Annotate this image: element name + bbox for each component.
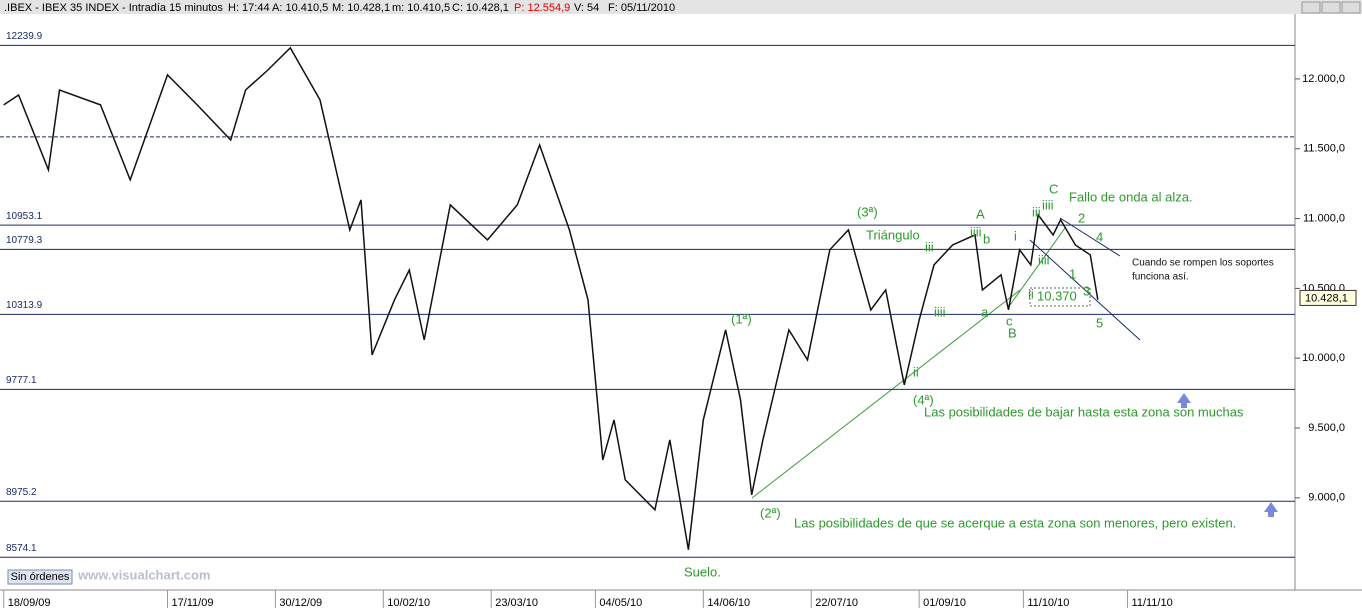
- annotation: ii: [1028, 286, 1034, 301]
- header-field: C: 10.428,1: [452, 2, 509, 14]
- y-tick-label: 12.000,0: [1302, 73, 1345, 85]
- annotation: 4: [1096, 229, 1103, 244]
- annotation: (2ª): [760, 505, 781, 520]
- annotation: iiii: [970, 224, 982, 239]
- level-label: 9777.1: [6, 375, 37, 386]
- annotation: (1ª): [731, 311, 752, 326]
- annotation: i: [1014, 228, 1017, 243]
- x-tick-label: 22/07/10: [815, 597, 858, 609]
- x-tick-label: 11/11/10: [1132, 597, 1173, 609]
- x-tick-label: 04/05/10: [599, 597, 642, 609]
- x-tick-label: 17/11/09: [171, 597, 213, 609]
- annotation: 1: [1069, 266, 1076, 281]
- x-tick-label: 11/10/10: [1027, 597, 1069, 609]
- y-tick-label: 9.500,0: [1308, 422, 1345, 434]
- x-tick-label: 14/06/10: [707, 597, 750, 609]
- y-tick-label: 9.000,0: [1308, 492, 1345, 504]
- price-line: [3, 46, 1099, 550]
- annotation: Triángulo: [866, 227, 920, 242]
- annotation: Fallo de onda al alza.: [1069, 189, 1193, 204]
- x-tick-label: 23/03/10: [495, 597, 538, 609]
- annotation: iiii: [1038, 252, 1050, 267]
- level-label: 8574.1: [6, 543, 37, 554]
- header-field: H: 17:44: [228, 2, 270, 14]
- level-label: 8975.2: [6, 487, 37, 498]
- level-label: 10313.9: [6, 300, 43, 311]
- header-bar: [0, 0, 1362, 14]
- header-field: M: 10.428,1: [332, 2, 390, 14]
- annotation: 2: [1078, 210, 1085, 225]
- last-price-box: [1299, 289, 1357, 306]
- y-tick-label: 11.000,0: [1303, 212, 1345, 224]
- annotation: b: [983, 231, 990, 246]
- header-field: V: 54: [574, 2, 599, 14]
- annotation: 3: [1083, 283, 1090, 298]
- arrows: [1177, 393, 1278, 517]
- header-field: m: 10.410,5: [392, 2, 450, 14]
- trend-lines: [751, 227, 1066, 499]
- level-label: 10953.1: [6, 211, 43, 222]
- annotation: iiii: [1042, 197, 1054, 212]
- annotation: iiii: [934, 304, 946, 319]
- annotation: C: [1049, 181, 1058, 196]
- annotation: Las posibilidades de bajar hasta esta zo…: [924, 404, 1244, 419]
- window-buttons: [1301, 1, 1361, 14]
- annotation: ii: [913, 364, 919, 379]
- annotation: (4ª): [913, 392, 934, 407]
- annotation: c: [1006, 313, 1013, 328]
- annotation: B: [1008, 325, 1017, 340]
- annotation: Las posibilidades de que se acerque a es…: [794, 515, 1236, 530]
- level-label: 10779.3: [6, 235, 43, 246]
- orders-button[interactable]: [7, 569, 73, 585]
- x-tick-label: 10/02/10: [387, 597, 430, 609]
- annotation: A: [976, 206, 985, 221]
- annotation: iii: [925, 239, 934, 254]
- annotation: iii: [1032, 204, 1041, 219]
- orders-button-label[interactable]: Sin órdenes: [11, 571, 70, 583]
- level-label: 12239.9: [6, 31, 43, 42]
- x-tick-label: 30/12/09: [279, 597, 322, 609]
- y-tick-label: 10.000,0: [1302, 352, 1345, 364]
- site-watermark: www.visualchart.com: [77, 567, 210, 582]
- annotation: 10.370: [1037, 288, 1077, 303]
- channel-lines: [1029, 217, 1141, 341]
- header-field: A: 10.410,5: [272, 2, 328, 14]
- note: funciona así.: [1132, 272, 1189, 283]
- last-price-label: 10.428,1: [1305, 292, 1348, 304]
- header-field: P: 12.554,9: [514, 2, 570, 14]
- header-field: .IBEX - IBEX 35 INDEX - Intradía 15 minu…: [4, 2, 223, 14]
- header-field: F: 05/11/2010: [608, 2, 675, 14]
- annotation: (3ª): [857, 204, 878, 219]
- annotation: a: [981, 304, 989, 319]
- annotation: Suelo.: [684, 564, 721, 579]
- x-tick-label: 18/09/09: [8, 597, 51, 609]
- annotation: 5: [1096, 315, 1103, 330]
- note: Cuando se rompen los soportes: [1132, 258, 1274, 269]
- y-tick-label: 11.500,0: [1303, 143, 1345, 155]
- header: .IBEX - IBEX 35 INDEX - Intradía 15 minu…: [4, 2, 675, 14]
- x-tick-label: 01/09/10: [923, 597, 966, 609]
